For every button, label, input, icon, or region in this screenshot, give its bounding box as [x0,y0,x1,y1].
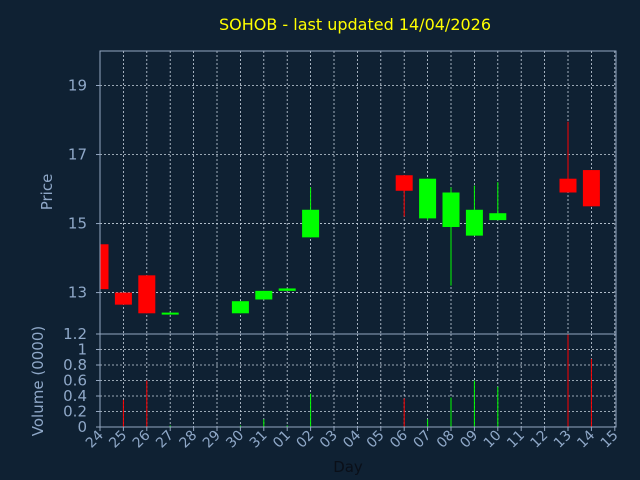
volume-tick-label: 1 [77,341,87,359]
candle-body [231,301,249,314]
price-axis-label: Price [38,174,56,211]
candle-body [138,275,156,314]
candle-body [161,312,179,315]
candle-body [419,178,437,219]
day-axis-label: Day [333,458,363,476]
price-tick-label: 15 [68,215,87,233]
price-tick-label: 19 [68,77,87,95]
price-tick-label: 17 [68,146,87,164]
price-ticks: 13 15 17 19 [68,77,100,302]
volume-bars [122,334,592,427]
volume-tick-label: 0 [77,418,87,436]
volume-ticks: 00.20.40.60.811.2 [63,325,100,436]
price-tick-label: 13 [68,284,87,302]
candle-body [100,244,109,290]
volume-tick-label: 0.4 [63,387,87,405]
volume-tick-label: 0.6 [63,372,87,390]
volume-tick-label: 0.8 [63,356,87,374]
candle-body [302,209,320,238]
chart-title: SOHOB - last updated 14/04/2026 [219,15,491,34]
candle-body [395,175,413,191]
candle-body [255,290,273,300]
volume-tick-label: 1.2 [63,325,87,343]
candle-body [489,213,507,221]
candle-body [465,209,483,236]
volume-tick-label: 0.2 [63,403,87,421]
volume-axis-label: Volume (0000) [29,326,47,436]
day-ticks: 24 25 26 27 28 29 30 31 01 02 03 04 05 06 07 08 09 10 11 12… [83,427,622,451]
candle-body [582,170,600,207]
candle-body [278,288,296,291]
candle-body [114,292,132,305]
volume-plot-frame [99,333,617,428]
candle-body [442,192,460,228]
price-panel: 13 15 17 19 Price [38,50,617,335]
candle-body [559,178,577,193]
